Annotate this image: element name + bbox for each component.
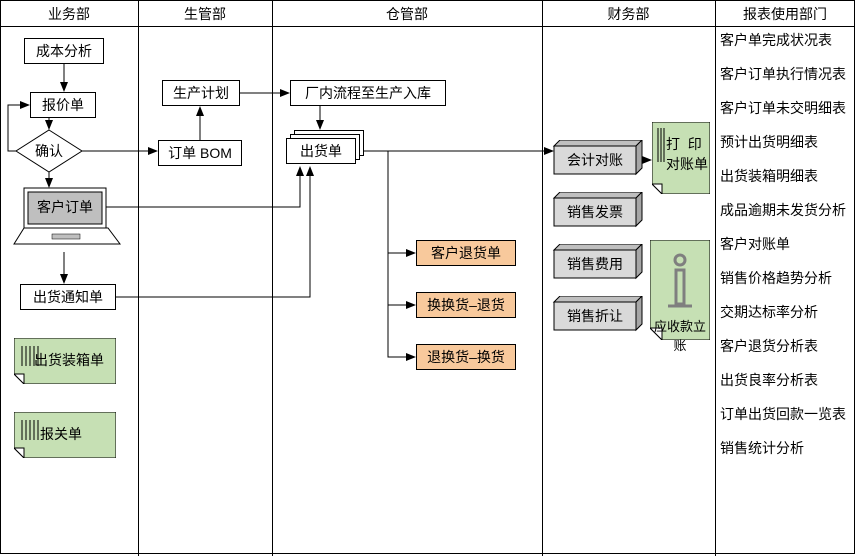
report-item: 交期达标率分析 — [720, 302, 855, 322]
report-item: 客户退货分析表 — [720, 336, 855, 356]
node-sales-disc: 销售折让 — [554, 306, 636, 326]
node-order-bom: 订单 BOM — [158, 140, 242, 166]
col-title-fin: 财务部 — [542, 3, 715, 25]
col-title-biz: 业务部 — [0, 3, 138, 25]
report-item: 成品逾期未发货分析 — [720, 200, 855, 220]
col-title-wh: 仓管部 — [272, 3, 542, 25]
node-return-swap: 退换货–换货 — [416, 344, 516, 370]
node-sales-exp: 销售费用 — [554, 254, 636, 274]
report-item: 销售价格趋势分析 — [720, 268, 855, 288]
report-item: 出货装箱明细表 — [720, 166, 855, 186]
report-item: 预计出货明细表 — [720, 132, 855, 152]
doc-print-label: 打 印 对账单 — [666, 134, 710, 174]
node-return: 客户退货单 — [416, 240, 516, 266]
report-item: 出货良率分析表 — [720, 370, 855, 390]
note-packing-label: 出货装箱单 — [34, 350, 104, 370]
note-customs-label: 报关单 — [40, 424, 82, 444]
col-border-4 — [715, 0, 716, 556]
doc-recv-label: 应收款立账 — [650, 316, 710, 354]
col-title-pm: 生管部 — [138, 3, 272, 25]
report-item: 客户单完成状况表 — [720, 30, 855, 50]
report-item: 销售统计分析 — [720, 438, 855, 458]
col-title-rep: 报表使用部门 — [715, 3, 855, 25]
header-line — [0, 26, 855, 27]
report-item: 客户订单未交明细表 — [720, 98, 855, 118]
col-border-2 — [272, 0, 273, 556]
node-prod-plan: 生产计划 — [162, 80, 240, 106]
node-confirm-label: 确认 — [14, 128, 84, 174]
node-ship-notice: 出货通知单 — [20, 284, 116, 310]
report-item: 客户订单执行情况表 — [720, 64, 855, 84]
node-swap-return: 换换货–退货 — [416, 292, 516, 318]
node-cust-order: 客户订单 — [28, 196, 102, 218]
col-border-3 — [542, 0, 543, 556]
flowchart-canvas: 业务部 生管部 仓管部 财务部 报表使用部门 成本分析 报价单 确认 订单 BO… — [0, 0, 857, 556]
node-acct-recon: 会计对账 — [554, 150, 636, 170]
col-border-1 — [138, 0, 139, 556]
node-shipdoc: 出货单 — [286, 138, 356, 164]
report-item: 订单出货回款一览表 — [720, 404, 855, 424]
node-quote: 报价单 — [30, 92, 96, 118]
node-sales-inv: 销售发票 — [554, 202, 636, 222]
node-cost-analysis: 成本分析 — [24, 38, 104, 64]
report-item: 客户对账单 — [720, 234, 855, 254]
node-inflow: 厂内流程至生产入库 — [290, 80, 446, 106]
